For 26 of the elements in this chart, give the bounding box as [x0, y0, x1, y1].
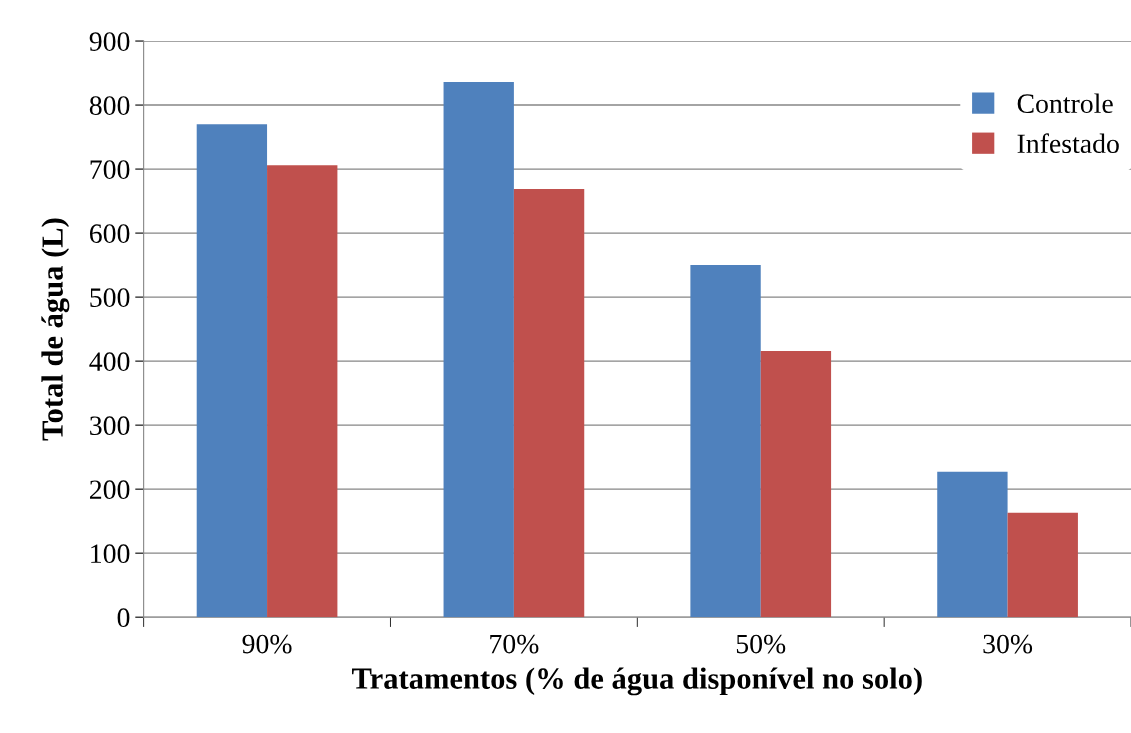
y-tick-label: 0	[117, 608, 130, 628]
bar	[443, 82, 514, 618]
bar	[690, 265, 761, 618]
bar	[196, 124, 268, 618]
y-tick-label: 100	[91, 544, 130, 564]
x-tick-label: 30%	[983, 634, 1033, 654]
bar	[267, 165, 338, 618]
y-tick-label: 900	[89, 32, 130, 51]
x-axis-title: Tratamentos (% de água disponível no solo)	[352, 667, 922, 696]
bar	[1007, 512, 1078, 618]
y-tick-label: 400	[89, 352, 130, 372]
y-tick-label: 500	[90, 288, 130, 308]
y-tick-label: 800	[89, 96, 130, 115]
x-tick-label: 90%	[242, 634, 292, 654]
legend-label: Infestado	[1017, 133, 1119, 154]
bar	[760, 350, 832, 618]
legend-label: Controle	[1017, 93, 1113, 114]
y-tick-label: 200	[90, 480, 130, 500]
y-tick-label: 600	[89, 224, 130, 244]
y-tick-label: 700	[90, 160, 130, 179]
x-tick-label: 50%	[736, 634, 786, 654]
y-axis-title: Total de água (L)	[41, 218, 70, 441]
bar	[513, 188, 585, 618]
bar	[937, 471, 1008, 618]
x-tick-label: 70%	[490, 634, 539, 654]
y-tick-label: 300	[90, 416, 130, 436]
